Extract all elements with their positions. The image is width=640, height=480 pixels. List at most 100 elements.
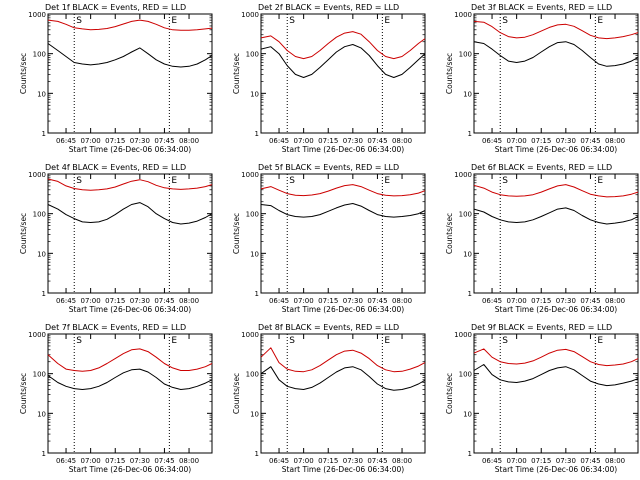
y-tick-label: 10 bbox=[250, 90, 259, 98]
y-tick-label: 10 bbox=[463, 250, 472, 258]
x-tick-label: 06:45 bbox=[482, 297, 502, 305]
x-tick-label: 07:15 bbox=[105, 137, 125, 145]
x-tick-label: 07:00 bbox=[507, 137, 527, 145]
x-tick-label: 07:45 bbox=[367, 137, 387, 145]
y-tick-label: 10 bbox=[37, 90, 46, 98]
x-tick-label: 06:45 bbox=[56, 457, 76, 465]
detector-panel: Det 1f BLACK = Events, RED = LLD 1 10 100 10… bbox=[19, 3, 213, 154]
interval-marker-label: S bbox=[289, 16, 295, 26]
x-tick-label: 07:30 bbox=[343, 137, 363, 145]
interval-marker-label: S bbox=[289, 336, 295, 346]
x-tick-label: 07:45 bbox=[154, 137, 174, 145]
y-axis-label: Counts/sec bbox=[19, 373, 28, 414]
events-series-line bbox=[473, 364, 639, 387]
interval-marker-label: E bbox=[384, 336, 390, 346]
x-axis-label: Start Time (26-Dec-06 06:34:00) bbox=[69, 465, 191, 474]
y-tick-label: 1000 bbox=[454, 11, 472, 19]
panel-title: Det 7f BLACK = Events, RED = LLD bbox=[45, 323, 186, 332]
x-tick-label: 07:00 bbox=[81, 137, 101, 145]
events-series-line bbox=[473, 207, 639, 225]
y-tick-label: 10 bbox=[463, 410, 472, 418]
y-tick-label: 1000 bbox=[454, 331, 472, 339]
interval-marker-label: S bbox=[502, 176, 508, 186]
x-tick-label: 07:00 bbox=[507, 457, 527, 465]
x-tick-label: 07:00 bbox=[294, 457, 314, 465]
y-tick-label: 1 bbox=[42, 130, 46, 138]
lld-series-line bbox=[473, 184, 639, 198]
y-tick-label: 1 bbox=[468, 290, 472, 298]
y-axis-label: Counts/sec bbox=[445, 213, 454, 254]
x-tick-label: 08:00 bbox=[179, 137, 199, 145]
detector-panel: Det 9f BLACK = Events, RED = LLD 1 10 100 10… bbox=[445, 323, 639, 474]
x-tick-label: 06:45 bbox=[482, 457, 502, 465]
x-axis-label: Start Time (26-Dec-06 06:34:00) bbox=[495, 145, 617, 154]
x-tick-label: 07:15 bbox=[318, 137, 338, 145]
interval-marker-label: E bbox=[171, 176, 177, 186]
x-tick-label: 07:30 bbox=[130, 137, 150, 145]
panel-title: Det 5f BLACK = Events, RED = LLD bbox=[258, 163, 399, 172]
y-tick-label: 1000 bbox=[454, 171, 472, 179]
y-tick-label: 1 bbox=[255, 450, 259, 458]
events-series-line bbox=[47, 202, 213, 225]
axes-frame bbox=[47, 13, 213, 134]
events-series-line bbox=[47, 43, 213, 68]
y-tick-label: 1000 bbox=[28, 171, 46, 179]
axes-frame bbox=[473, 173, 639, 294]
y-tick-label: 100 bbox=[459, 211, 472, 219]
interval-marker-label: E bbox=[597, 176, 603, 186]
panel-title: Det 4f BLACK = Events, RED = LLD bbox=[45, 163, 186, 172]
axes-frame bbox=[260, 173, 426, 294]
lld-series-line bbox=[47, 19, 213, 31]
interval-marker-label: S bbox=[76, 176, 82, 186]
x-tick-label: 08:00 bbox=[179, 297, 199, 305]
interval-marker-label: E bbox=[597, 16, 603, 26]
x-axis-label: Start Time (26-Dec-06 06:34:00) bbox=[282, 145, 404, 154]
y-axis-label: Counts/sec bbox=[445, 53, 454, 94]
x-tick-label: 07:45 bbox=[580, 137, 600, 145]
interval-marker-label: S bbox=[502, 336, 508, 346]
x-tick-label: 06:45 bbox=[56, 297, 76, 305]
lld-series-line bbox=[473, 20, 639, 40]
lld-series-line bbox=[260, 31, 426, 60]
y-tick-label: 1000 bbox=[241, 11, 259, 19]
y-axis-label: Counts/sec bbox=[232, 213, 241, 254]
x-axis-label: Start Time (26-Dec-06 06:34:00) bbox=[282, 305, 404, 314]
y-tick-label: 10 bbox=[250, 410, 259, 418]
events-series-line bbox=[260, 366, 426, 391]
detector-panel: Det 4f BLACK = Events, RED = LLD 1 10 100 10… bbox=[19, 163, 213, 314]
x-axis-label: Start Time (26-Dec-06 06:34:00) bbox=[69, 305, 191, 314]
panel-title: Det 2f BLACK = Events, RED = LLD bbox=[258, 3, 399, 12]
x-tick-label: 07:30 bbox=[556, 297, 576, 305]
panel-title: Det 6f BLACK = Events, RED = LLD bbox=[471, 163, 612, 172]
panel-title: Det 8f BLACK = Events, RED = LLD bbox=[258, 323, 399, 332]
interval-marker-label: E bbox=[171, 336, 177, 346]
axes-frame bbox=[260, 13, 426, 134]
y-axis-label: Counts/sec bbox=[445, 373, 454, 414]
y-tick-label: 100 bbox=[33, 211, 46, 219]
x-tick-label: 07:15 bbox=[105, 457, 125, 465]
x-tick-label: 07:45 bbox=[154, 297, 174, 305]
panel-title: Det 1f BLACK = Events, RED = LLD bbox=[45, 3, 186, 12]
y-tick-label: 1 bbox=[42, 290, 46, 298]
x-tick-label: 07:30 bbox=[556, 137, 576, 145]
events-series-line bbox=[473, 41, 639, 67]
x-tick-label: 06:45 bbox=[269, 137, 289, 145]
lld-series-line bbox=[47, 348, 213, 372]
y-tick-label: 1 bbox=[468, 450, 472, 458]
interval-marker-label: S bbox=[76, 16, 82, 26]
detector-panel: Det 3f BLACK = Events, RED = LLD 1 10 100 10… bbox=[445, 3, 639, 154]
panel-title: Det 3f BLACK = Events, RED = LLD bbox=[471, 3, 612, 12]
y-tick-label: 1000 bbox=[241, 171, 259, 179]
events-series-line bbox=[47, 368, 213, 390]
x-tick-label: 07:45 bbox=[580, 297, 600, 305]
x-tick-label: 07:45 bbox=[580, 457, 600, 465]
events-series-line bbox=[260, 44, 426, 78]
x-tick-label: 07:00 bbox=[507, 297, 527, 305]
interval-marker-label: E bbox=[384, 176, 390, 186]
y-tick-label: 10 bbox=[463, 90, 472, 98]
axes-frame bbox=[260, 333, 426, 454]
x-tick-label: 08:00 bbox=[392, 137, 412, 145]
interval-marker-label: S bbox=[502, 16, 508, 26]
